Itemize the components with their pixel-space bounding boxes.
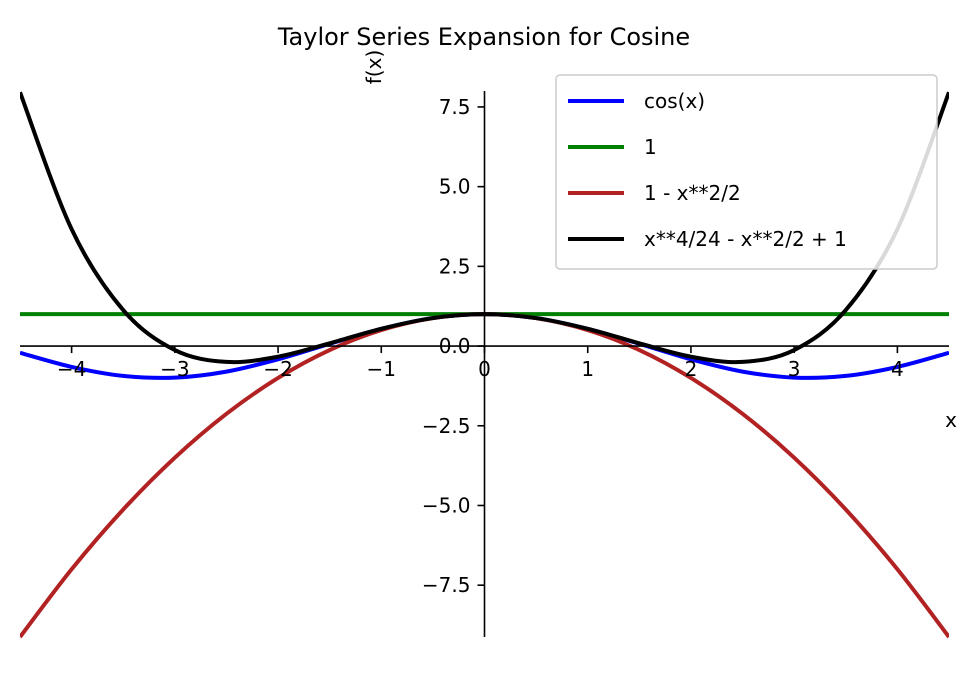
- legend-label: 1 - x**2/2: [644, 181, 741, 205]
- x-tick-label: 3: [788, 357, 801, 381]
- legend-label: x**4/24 - x**2/2 + 1: [644, 227, 847, 251]
- x-tick-label: −3: [160, 357, 189, 381]
- x-axis-label: x: [945, 408, 957, 432]
- x-tick-label: −2: [263, 357, 292, 381]
- y-tick-label: −7.5: [422, 573, 471, 597]
- legend-label: cos(x): [644, 89, 705, 113]
- y-tick-label: 5.0: [439, 175, 471, 199]
- x-tick-label: −1: [367, 357, 396, 381]
- x-tick-label: −4: [57, 357, 86, 381]
- legend-box: [555, 74, 938, 270]
- x-tick-label: 0: [478, 357, 491, 381]
- y-tick-label: 7.5: [439, 95, 471, 119]
- legend-label: 1: [644, 135, 657, 159]
- legend: cos(x) 1 1 - x**2/2 x**4/24 - x**2/2 + 1: [555, 74, 938, 270]
- y-tick-label: 2.5: [439, 254, 471, 278]
- y-tick-label: −2.5: [422, 414, 471, 438]
- y-axis-label: f(x): [362, 50, 386, 84]
- x-tick-label: 1: [581, 357, 594, 381]
- x-tick-label: 2: [685, 357, 698, 381]
- chart-title: Taylor Series Expansion for Cosine: [277, 23, 690, 51]
- x-tick-label: 4: [891, 357, 904, 381]
- axes-layer: −4 −3 −2 −1 0 1 2 3 4 −7.5 −5.0 −2.5 0.0 2.5 5.0 7.5: [20, 91, 949, 637]
- y-tick-label: 0.0: [439, 334, 471, 358]
- y-tick-label: −5.0: [422, 493, 471, 517]
